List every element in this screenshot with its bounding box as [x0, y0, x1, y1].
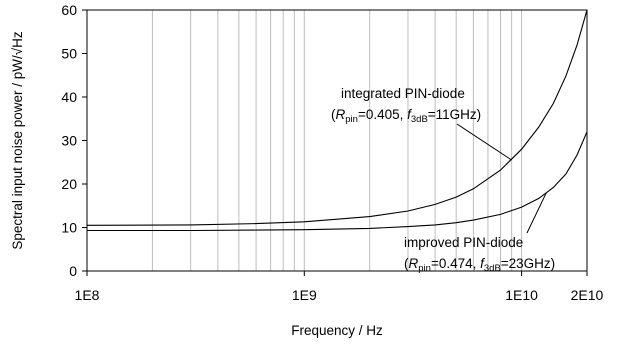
annotation-improved-title: improved PIN-diode	[404, 235, 523, 250]
x-axis-label: Frequency / Hz	[291, 323, 383, 338]
annotation-improved-r-sub: pin	[418, 263, 431, 274]
annotation-improved-params: (Rpin=0.474, f3dB=23GHz)	[404, 256, 555, 274]
annotation-integrated-r-val: =0.405,	[358, 107, 407, 122]
y-tick-label: 30	[61, 133, 77, 149]
annotation-integrated-r-sub: pin	[345, 114, 358, 125]
grid-lines	[151, 10, 523, 271]
annotation-improved-f-sub: 3dB	[484, 263, 501, 274]
x-tick-label: 1E9	[292, 287, 317, 303]
annotation-integrated-f-val: =11GHz)	[428, 107, 481, 122]
y-tick-label: 40	[61, 89, 77, 105]
x-tick-label: 1E8	[75, 287, 100, 303]
annotation-integrated-f-sub: 3dB	[411, 114, 428, 125]
annotation-improved-leader	[526, 192, 547, 234]
y-tick-label: 20	[61, 176, 77, 192]
annotation-improved-f-val: =23GHz)	[501, 256, 555, 271]
annotation-integrated-params: (Rpin=0.405, f3dB=11GHz)	[331, 107, 481, 125]
series-line-1	[86, 9, 588, 226]
x-tick-label: 1E10	[505, 287, 538, 303]
annotation-integrated-title: integrated PIN-diode	[341, 86, 465, 101]
x-tick-label: 2E10	[571, 287, 604, 303]
axis-ticks: 0 10 20 30 40 50 60 1E8 1E9 1E10 2E10	[61, 2, 603, 303]
annotation-integrated-open: (	[331, 107, 336, 122]
annotation-improved-open: (	[404, 256, 409, 271]
annotation-improved-r-val: =0.474,	[431, 256, 480, 271]
y-axis-label: Spectral input noise power / pW/√Hz	[10, 31, 25, 250]
annotation-improved-f: f	[480, 256, 485, 271]
y-tick-label: 50	[61, 46, 77, 62]
annotations: integrated PIN-diode (Rpin=0.405, f3dB=1…	[331, 86, 555, 274]
y-tick-label: 10	[61, 220, 77, 236]
annotation-improved-r: R	[409, 256, 419, 271]
annotation-integrated-f: f	[407, 107, 412, 122]
series-lines	[86, 9, 588, 232]
y-tick-label: 0	[69, 263, 77, 279]
annotation-integrated-leader	[456, 123, 512, 161]
y-tick-label: 60	[61, 2, 77, 18]
series-line-2	[87, 131, 588, 232]
annotation-integrated-r: R	[336, 107, 346, 122]
